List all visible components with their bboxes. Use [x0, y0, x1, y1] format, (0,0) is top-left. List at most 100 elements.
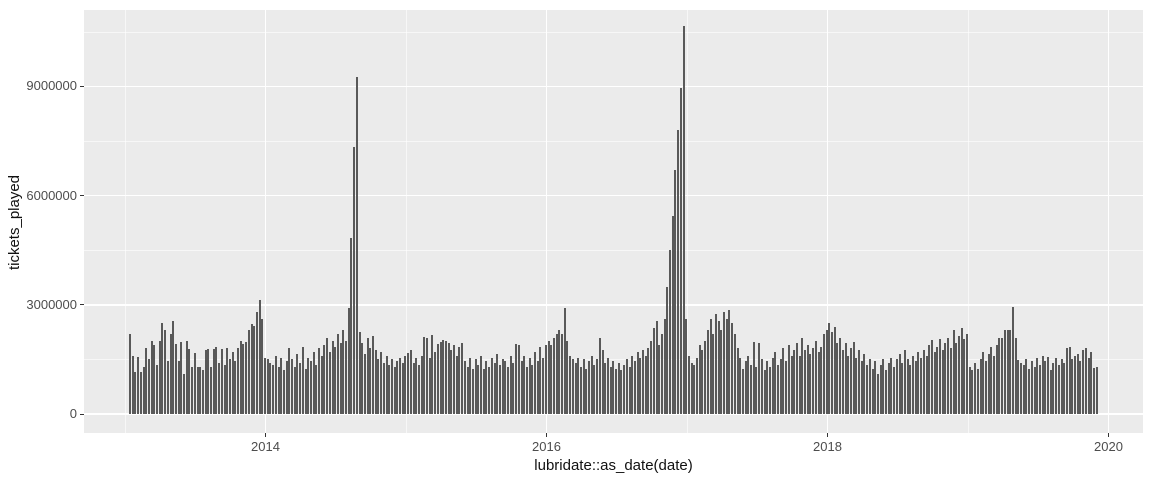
bar	[245, 342, 248, 414]
bar	[882, 359, 885, 414]
bar	[164, 330, 167, 414]
bar	[544, 344, 547, 414]
bar	[914, 361, 917, 414]
bar	[901, 363, 904, 414]
bar	[331, 341, 334, 414]
bar	[274, 355, 277, 414]
bar	[1011, 307, 1014, 414]
bar	[693, 364, 696, 414]
bar	[169, 333, 172, 414]
bar	[741, 368, 744, 414]
bar	[744, 361, 747, 414]
bar	[374, 350, 377, 414]
bar	[822, 333, 825, 414]
bar	[574, 363, 577, 414]
bar	[990, 346, 993, 414]
bar	[226, 348, 229, 414]
bar	[1095, 366, 1098, 414]
bar	[455, 355, 458, 414]
bar	[779, 359, 782, 414]
gridline-major-h	[84, 194, 1143, 197]
x-tick-label: 2020	[1094, 439, 1123, 454]
bar	[280, 357, 283, 414]
bar	[733, 333, 736, 414]
bar	[922, 350, 925, 414]
gridline-minor-v	[405, 10, 407, 433]
bar	[393, 366, 396, 414]
bar	[1074, 355, 1076, 414]
bar	[871, 368, 874, 414]
bar	[909, 364, 912, 414]
bar	[858, 350, 860, 414]
bar	[250, 324, 253, 414]
bar	[242, 343, 245, 414]
bar	[930, 340, 933, 414]
bar	[963, 339, 966, 414]
bar	[739, 357, 742, 414]
bar	[258, 300, 261, 414]
bar	[174, 343, 177, 414]
bar	[1092, 368, 1095, 414]
bar	[804, 350, 806, 414]
bar	[760, 359, 763, 414]
bar	[612, 361, 615, 414]
bar	[844, 343, 847, 414]
bar	[272, 364, 275, 414]
bar	[957, 335, 960, 414]
bar	[974, 363, 977, 414]
bar	[447, 343, 450, 414]
bar	[995, 344, 998, 414]
bar	[199, 366, 202, 414]
bar	[1022, 364, 1025, 414]
bar	[453, 344, 455, 414]
bar	[428, 357, 431, 414]
bar	[1065, 348, 1068, 414]
bar	[852, 341, 855, 414]
bar	[1087, 357, 1090, 414]
gridline-major-h	[84, 85, 1143, 88]
bar	[458, 346, 461, 414]
bar	[579, 366, 582, 414]
bar	[142, 366, 145, 414]
bar	[409, 350, 412, 414]
y-tick-mark	[80, 304, 84, 306]
bar	[293, 366, 296, 414]
bar	[215, 346, 218, 414]
bar	[949, 348, 952, 414]
bar	[463, 361, 466, 414]
bar	[382, 363, 385, 414]
bar	[183, 373, 185, 414]
bar	[601, 350, 604, 414]
gridline-major-v	[1107, 10, 1110, 433]
bar	[498, 364, 501, 414]
bar	[952, 330, 955, 414]
bar	[736, 348, 739, 414]
bar	[312, 352, 315, 414]
bar	[358, 332, 361, 414]
bar	[925, 355, 928, 414]
bar	[717, 321, 720, 414]
bar	[336, 333, 339, 414]
bar	[223, 364, 226, 414]
bar	[131, 355, 134, 414]
bar	[1047, 356, 1049, 414]
bar	[1055, 357, 1058, 414]
bar	[766, 361, 769, 414]
bar	[1009, 330, 1012, 414]
bar	[390, 359, 393, 414]
bar	[747, 355, 750, 414]
bar	[893, 366, 896, 414]
bar	[876, 373, 879, 414]
bar	[841, 350, 844, 414]
bar	[571, 359, 574, 414]
bar	[714, 313, 717, 414]
bar	[366, 337, 369, 414]
bar	[253, 325, 256, 414]
bar	[228, 359, 231, 414]
bar	[1001, 337, 1004, 414]
bar	[650, 341, 653, 414]
x-tick-label: 2016	[532, 439, 561, 454]
bar	[426, 338, 428, 414]
bar	[817, 352, 820, 414]
bar	[836, 343, 839, 414]
